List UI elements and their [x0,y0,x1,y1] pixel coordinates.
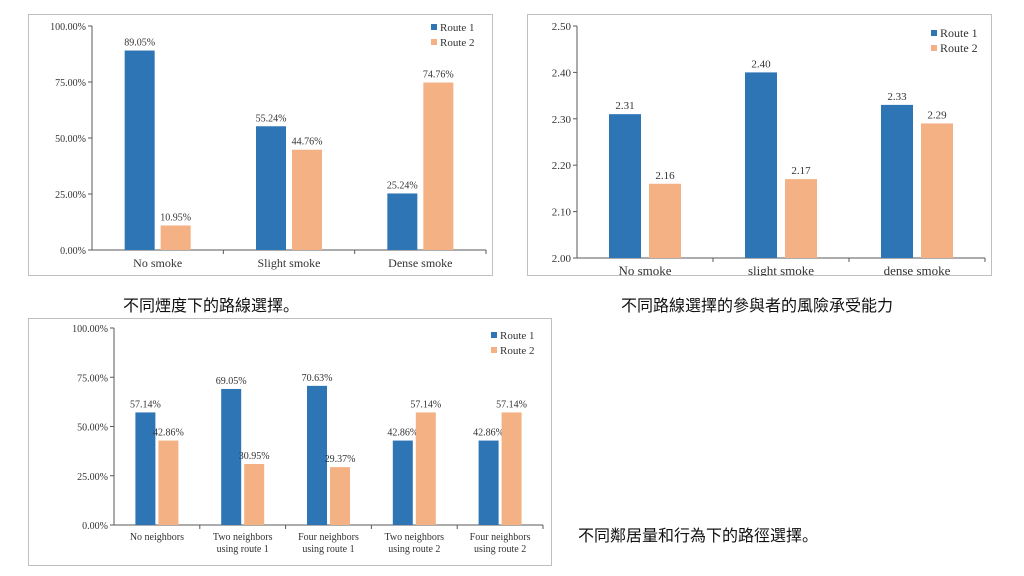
y-tick-label: 75.00% [55,78,86,89]
y-tick-label: 2.30 [552,114,572,126]
data-label: 70.63% [302,373,333,384]
data-label: 42.86% [473,428,504,439]
bar-route-2 [785,179,817,258]
x-tick-label: using route 1 [302,544,354,555]
x-tick-label: No smoke [133,256,182,270]
y-tick-label: 0.00% [60,246,86,257]
bar-route-2 [160,225,191,250]
legend-swatch-route-1 [491,332,497,338]
data-label: 89.05% [124,38,155,49]
legend-label: Route 2 [500,345,535,357]
data-label: 10.95% [160,212,191,223]
bar-route-1 [124,50,155,250]
data-label: 2.29 [927,109,947,121]
bar-route-2 [415,412,436,525]
bar-route-1 [387,193,418,250]
chart-frame [28,318,552,566]
data-label: 25.24% [387,180,418,191]
legend-swatch-route-1 [931,30,937,36]
x-tick-label: Slight smoke [257,256,320,270]
bar-route-1 [256,126,286,250]
data-label: 55.24% [256,113,287,124]
x-tick-label: Two neighbors [385,532,445,543]
y-tick-label: 25.00% [77,472,108,483]
y-tick-label: 100.00% [50,22,86,33]
route-choice-neighbors-chart: 0.00% 25.00% 50.00% 75.00% 100.00% No neighbo… [28,318,552,566]
data-label: 57.14% [496,399,527,410]
chart-svg: 0.00% 25.00% 50.00% 75.00% 100.00% No neighbo… [28,318,552,566]
y-tick-label: 2.40 [552,67,572,79]
data-label: 69.05% [216,376,247,387]
legend-label: Route 1 [940,26,978,40]
x-tick-label: slight smoke [748,263,814,276]
chart1-caption: 不同煙度下的路線選擇。 [123,296,300,315]
data-label: 42.86% [153,428,184,439]
y-tick-label: 100.00% [72,324,108,335]
y-tick-label: 75.00% [77,373,108,384]
y-tick-label: 2.20 [552,160,572,172]
y-tick-label: 2.00 [552,253,572,265]
y-tick-label: 50.00% [55,134,86,145]
bar-route-2 [501,412,522,525]
legend-label: Route 2 [940,41,978,55]
x-tick-label: using route 2 [388,544,440,555]
bar-route-2 [244,464,265,525]
data-label: 30.95% [239,451,270,462]
legend-label: Route 1 [440,22,475,34]
y-tick-label: 2.50 [552,21,572,33]
data-label: 57.14% [130,399,161,410]
bar-route-2 [921,123,953,258]
legend-swatch-route-1 [431,24,437,30]
x-tick-label: using route 1 [217,544,269,555]
x-tick-label: No smoke [618,263,671,276]
legend-label: Route 1 [500,330,535,342]
data-label: 2.40 [751,58,771,70]
chart-svg: 0.00% 25.00% 50.00% 75.00% 100.00% No smoke 89… [28,14,493,276]
legend-swatch-route-2 [931,45,937,51]
x-tick-label: No neighbors [130,532,184,543]
data-label: 2.16 [655,170,675,182]
x-tick-label: Four neighbors [298,532,359,543]
route-choice-smoke-chart: 0.00% 25.00% 50.00% 75.00% 100.00% No smoke 89… [28,14,493,276]
bar-route-2 [292,149,322,250]
chart-svg: 2.00 2.10 2.20 2.30 2.40 2.50 No smoke 2.31 2.16… [527,14,992,276]
data-label: 2.31 [615,100,634,112]
x-tick-label: Two neighbors [213,532,273,543]
data-label: 57.14% [410,399,441,410]
legend-label: Route 2 [440,37,475,49]
bar-route-1 [609,114,641,258]
data-label: 2.33 [887,91,907,103]
y-tick-label: 50.00% [77,423,108,434]
data-label: 74.76% [423,70,454,81]
y-tick-label: 25.00% [55,190,86,201]
bar-route-2 [649,183,681,258]
x-tick-label: Dense smoke [388,256,452,270]
legend-swatch-route-2 [431,39,437,45]
bar-route-1 [221,388,242,525]
bar-route-1 [307,385,327,525]
bar-route-1 [745,72,777,259]
bar-route-1 [392,440,413,525]
bar-route-1 [135,412,156,525]
data-label: 29.37% [325,454,356,465]
bar-route-2 [158,440,179,525]
data-label: 44.76% [292,137,323,148]
chart2-caption: 不同路線選擇的參與者的風險承受能力 [621,296,894,315]
x-tick-label: Four neighbors [470,532,531,543]
data-label: 2.17 [791,165,811,177]
risk-tolerance-chart: 2.00 2.10 2.20 2.30 2.40 2.50 No smoke 2.31 2.16… [527,14,992,276]
chart3-caption: 不同鄰居量和行為下的路徑選擇。 [578,526,819,545]
bar-route-1 [881,104,913,258]
bar-route-2 [423,82,454,250]
bar-route-1 [478,440,499,525]
x-tick-label: dense smoke [884,263,951,276]
legend-swatch-route-2 [491,347,497,353]
bar-route-2 [330,467,350,525]
y-tick-label: 0.00% [82,521,108,532]
y-tick-label: 2.10 [552,207,572,219]
x-tick-label: using route 2 [474,544,526,555]
data-label: 42.86% [387,428,418,439]
